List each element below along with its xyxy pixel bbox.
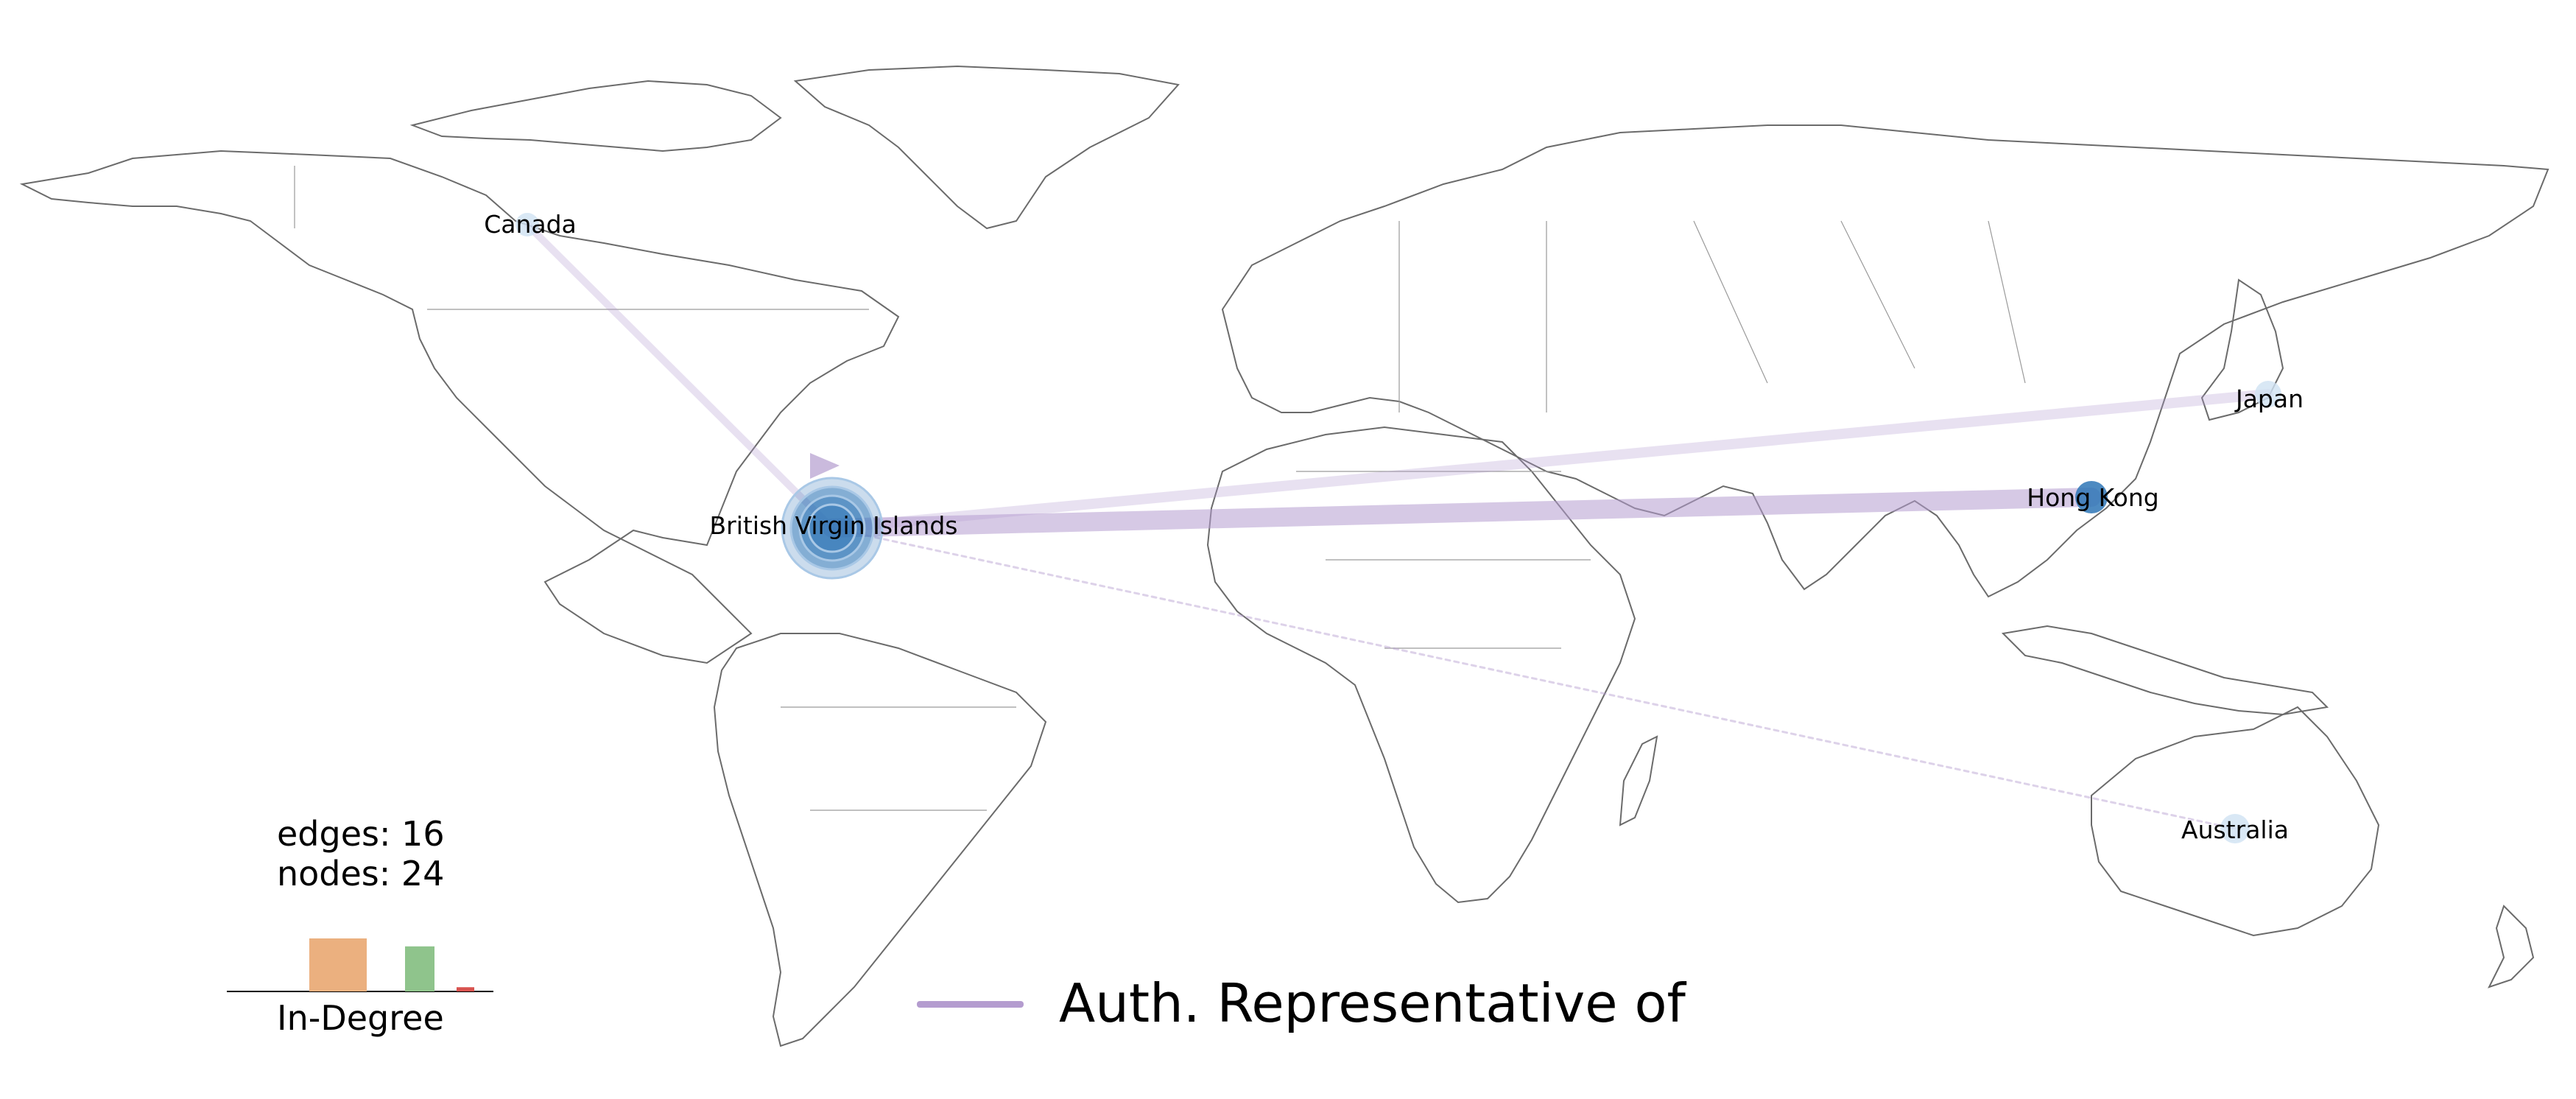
eurasia-outline xyxy=(1221,124,2549,598)
histogram-bar xyxy=(309,938,367,991)
africa-outline xyxy=(1206,426,1636,904)
arctic-islands-outline xyxy=(409,80,782,152)
node-circle xyxy=(2075,481,2108,513)
histogram-title: In-Degree xyxy=(277,998,444,1038)
node-circle xyxy=(789,485,875,571)
in-degree-histogram xyxy=(227,938,493,992)
node-circle xyxy=(781,477,884,580)
legend-swatch xyxy=(917,1001,1024,1008)
greenland-outline xyxy=(793,65,1180,230)
madagascar-outline xyxy=(1619,735,1658,826)
node-circle xyxy=(2220,814,2250,843)
node-layer xyxy=(515,213,2281,843)
legend-label: Auth. Representative of xyxy=(1059,972,1686,1034)
country-label: Japan xyxy=(2234,385,2304,413)
australia-outline xyxy=(2091,706,2380,937)
new-zealand-outline xyxy=(2488,905,2535,989)
edge-layer xyxy=(524,221,2273,830)
node-circle xyxy=(515,213,539,236)
edge-line xyxy=(831,527,2237,830)
node-circle xyxy=(807,503,857,553)
sea-islands-outline xyxy=(2001,625,2329,716)
histogram-bar xyxy=(457,987,474,991)
country-label: British Virgin Islands xyxy=(710,511,958,540)
land-outlines xyxy=(19,65,2549,1047)
south-america-outline xyxy=(713,633,1047,1047)
country-label: Australia xyxy=(2181,815,2289,844)
label-layer: Canada British Virgin Islands Hong Kong Jap… xyxy=(484,210,2304,844)
nodes-count: nodes: 24 xyxy=(277,854,445,893)
japan-outline xyxy=(2200,278,2284,421)
edge-line xyxy=(524,221,836,532)
self-loop-edge xyxy=(810,453,840,479)
graph-stats: edges: 16 nodes: 24 xyxy=(277,814,445,893)
country-label: Canada xyxy=(484,210,577,239)
north-america-outline xyxy=(19,150,900,664)
edges-count: edges: 16 xyxy=(277,814,445,854)
edge-line xyxy=(827,389,2273,533)
country-borders xyxy=(294,166,2026,811)
histogram-bar xyxy=(405,946,434,991)
node-circle xyxy=(2255,381,2281,407)
country-label: Hong Kong xyxy=(2027,483,2158,512)
edge-line xyxy=(823,488,2101,538)
